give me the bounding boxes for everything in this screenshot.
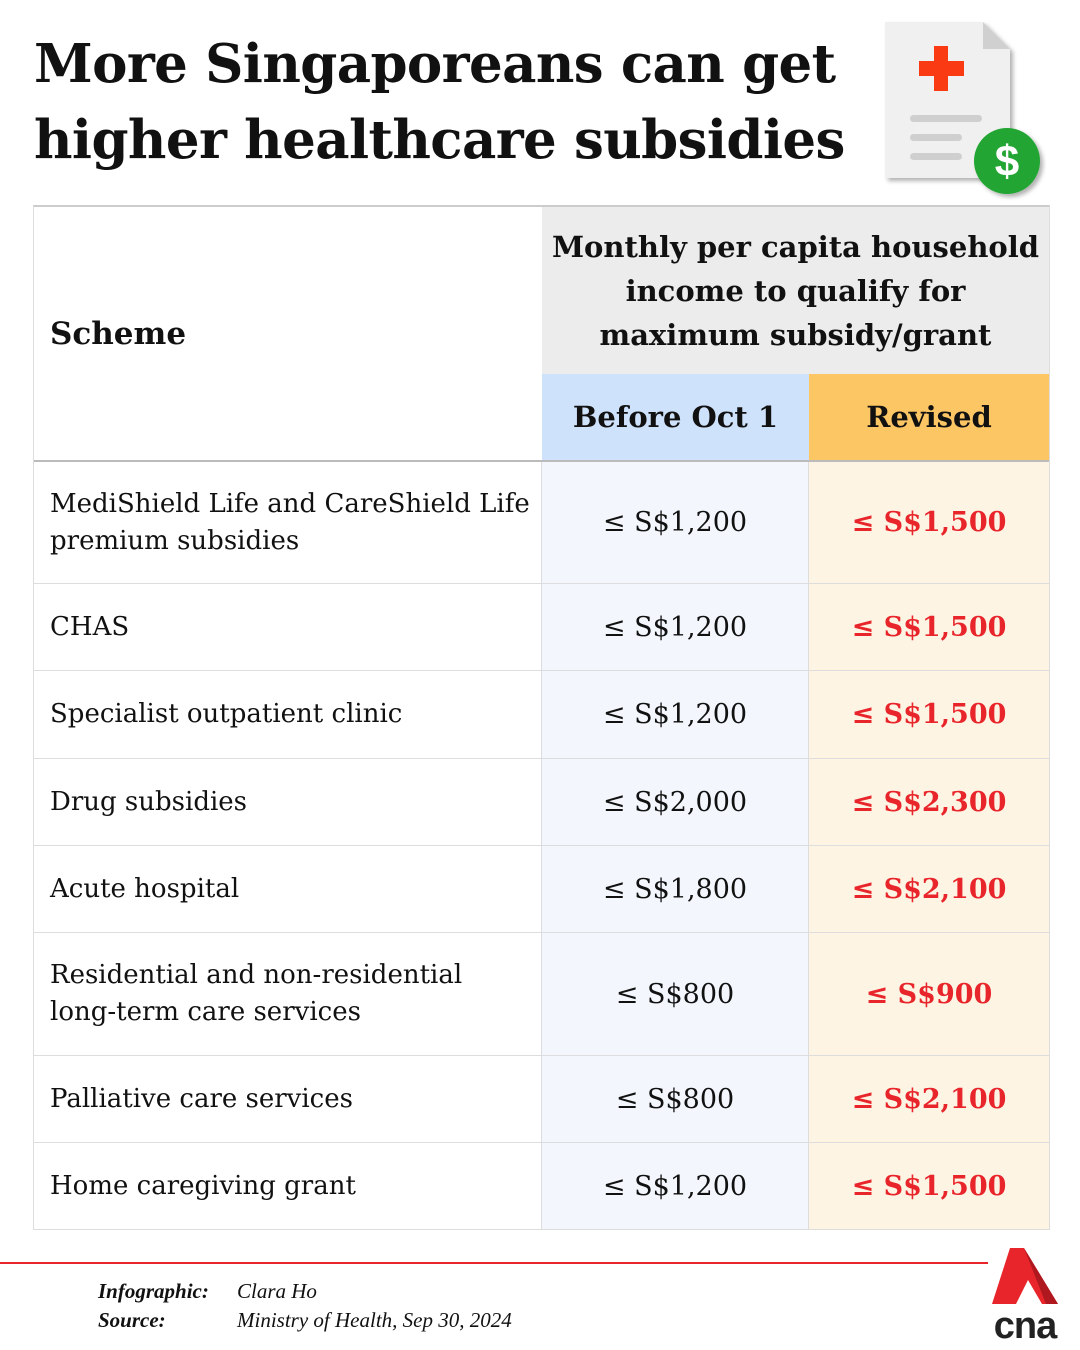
before-cell: ≤ S$1,800	[542, 846, 809, 933]
income-header: Monthly per capita household income to q…	[542, 207, 1049, 374]
scheme-cell: Home caregiving grant	[34, 1143, 542, 1230]
scheme-cell: Specialist outpatient clinic	[34, 671, 542, 759]
before-cell: ≤ S$1,200	[542, 584, 809, 671]
scheme-cell: Residential and non-residential long-ter…	[34, 933, 542, 1056]
revised-header: Revised	[809, 374, 1049, 462]
infographic-value: Clara Ho	[237, 1279, 317, 1303]
infographic-credit: Infographic: Clara Ho	[98, 1279, 317, 1304]
revised-cell: ≤ S$1,500	[809, 671, 1049, 759]
scheme-header: Scheme	[34, 207, 542, 462]
title-line-1: More Singaporeans can get	[34, 33, 836, 95]
revised-cell: ≤ S$1,500	[809, 1143, 1049, 1230]
page-title: More Singaporeans can get higher healthc…	[34, 26, 845, 178]
before-cell: ≤ S$1,200	[542, 462, 809, 584]
revised-cell: ≤ S$1,500	[809, 584, 1049, 671]
footer-divider	[0, 1262, 988, 1264]
scheme-cell: MediShield Life and CareShield Life prem…	[34, 462, 542, 584]
svg-text:cna: cna	[994, 1305, 1058, 1342]
source-value: Ministry of Health, Sep 30, 2024	[237, 1308, 512, 1332]
source-label: Source:	[98, 1308, 166, 1332]
scheme-cell: Acute hospital	[34, 846, 542, 933]
before-cell: ≤ S$1,200	[542, 1143, 809, 1230]
source-credit: Source: Ministry of Health, Sep 30, 2024	[98, 1308, 512, 1333]
cna-logo: cna	[992, 1248, 1059, 1342]
before-cell: ≤ S$800	[542, 1056, 809, 1143]
medical-document-dollar-icon: $	[885, 22, 1040, 194]
revised-cell: ≤ S$1,500	[809, 462, 1049, 584]
revised-cell: ≤ S$2,100	[809, 846, 1049, 933]
revised-cell: ≤ S$2,300	[809, 759, 1049, 846]
infographic-label: Infographic:	[98, 1279, 209, 1303]
before-cell: ≤ S$2,000	[542, 759, 809, 846]
subsidy-table: Scheme Monthly per capita household inco…	[33, 205, 1050, 1230]
scheme-cell: CHAS	[34, 584, 542, 671]
before-cell: ≤ S$800	[542, 933, 809, 1056]
revised-cell: ≤ S$2,100	[809, 1056, 1049, 1143]
scheme-cell: Palliative care services	[34, 1056, 542, 1143]
revised-cell: ≤ S$900	[809, 933, 1049, 1056]
before-header: Before Oct 1	[542, 374, 809, 462]
title-line-2: higher healthcare subsidies	[34, 109, 845, 171]
before-cell: ≤ S$1,200	[542, 671, 809, 759]
scheme-cell: Drug subsidies	[34, 759, 542, 846]
svg-text:$: $	[995, 137, 1019, 186]
